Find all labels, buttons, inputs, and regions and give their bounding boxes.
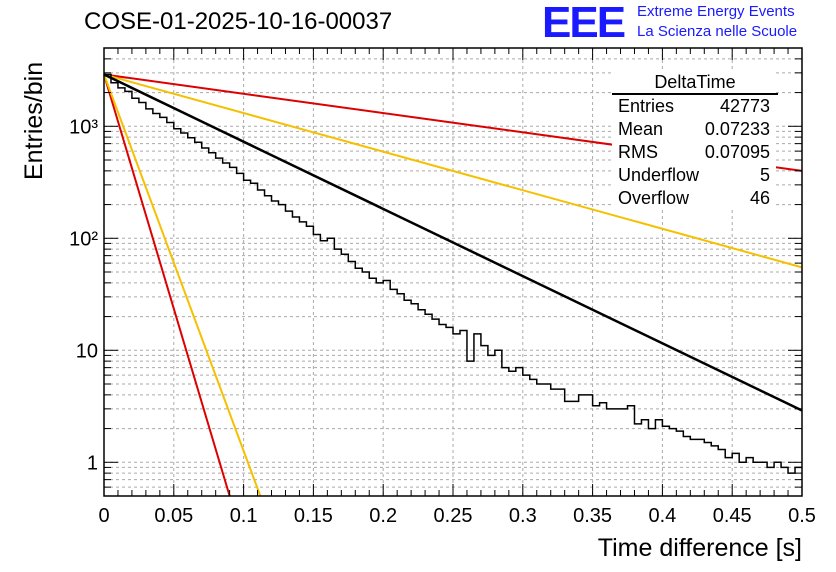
stats-label: Entries [618, 96, 675, 116]
x-tick-label: 0.05 [154, 505, 193, 527]
x-tick-label: 0.25 [434, 505, 473, 527]
stats-value: 0.07095 [704, 142, 770, 162]
x-tick-label: 0.45 [713, 505, 752, 527]
x-tick-label: 0.1 [230, 505, 258, 527]
eee-logo-line1: Extreme Energy Events [637, 3, 795, 20]
stats-label: RMS [618, 142, 658, 162]
stats-label: Mean [618, 119, 664, 139]
stats-value: 5 [759, 165, 770, 185]
x-axis-label: Time difference [s] [597, 534, 802, 562]
eee-logo: EEE [542, 0, 626, 47]
x-tick-label: 0.5 [788, 505, 816, 527]
stats-row-entries: Entries 42773 [612, 95, 776, 118]
stats-label: Underflow [618, 165, 700, 185]
stats-row-mean: Mean 0.07233 [612, 118, 776, 141]
curve-orange-steep [103, 74, 262, 497]
stats-title: DeltaTime [612, 72, 778, 95]
stats-label: Overflow [618, 188, 690, 208]
y-tick-label: 10² [69, 228, 98, 250]
stats-row-underflow: Underflow 5 [612, 164, 776, 187]
x-tick-label: 0.4 [648, 505, 676, 527]
y-axis-label: Entries/bin [20, 61, 48, 180]
y-tick-label: 10³ [69, 116, 98, 138]
y-tick-label: 1 [87, 452, 98, 474]
curve-red-steep [103, 74, 231, 497]
x-tick-label: 0.15 [294, 505, 333, 527]
run-title: COSE-01-2025-10-16-00037 [84, 8, 393, 35]
x-tick-label: 0.35 [573, 505, 612, 527]
curve-orange-shallow [103, 73, 803, 269]
y-tick-label: 10 [76, 340, 98, 362]
curve-exponential-fit [103, 73, 803, 412]
stats-value: 0.07233 [704, 119, 770, 139]
stats-row-rms: RMS 0.07095 [612, 141, 776, 164]
stats-value: 46 [749, 188, 770, 208]
x-tick-label: 0.3 [509, 505, 537, 527]
stats-value: 42773 [719, 96, 770, 116]
stats-row-overflow: Overflow 46 [612, 187, 776, 210]
stats-box: DeltaTime Entries 42773 Mean 0.07233 RMS… [612, 72, 778, 210]
histogram-deltatime [104, 73, 802, 474]
x-tick-label: 0.2 [369, 505, 397, 527]
x-tick-label: 0 [98, 505, 109, 527]
eee-logo-line2: La Scienza nelle Scuole [637, 23, 798, 40]
